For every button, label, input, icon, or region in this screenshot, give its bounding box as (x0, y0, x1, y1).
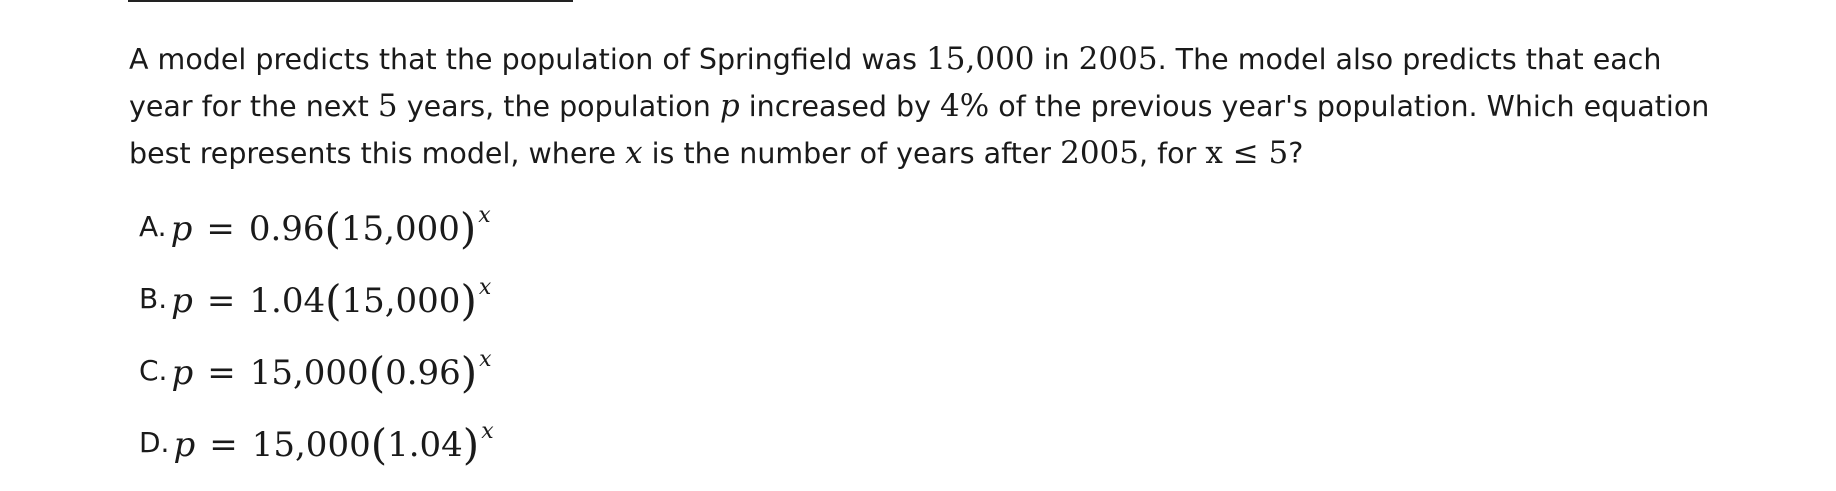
equation-coefficient: 1.04 (249, 280, 326, 321)
equation-base: 1.04 (387, 424, 463, 465)
question-segment: . The model also predicts that each year… (129, 43, 1662, 123)
equation-exponent: x (479, 346, 492, 372)
question-segment: is the number of years after (642, 137, 1061, 170)
equals-sign: = (206, 280, 236, 321)
right-paren: ) (460, 347, 478, 397)
equation-variable: p (171, 280, 193, 321)
question-segment: years, the population (397, 90, 720, 123)
choice-letter: B. (139, 281, 168, 315)
choice-equation: p = 0.96(15,000)x (171, 203, 491, 250)
equals-sign: = (207, 352, 236, 393)
question-segment: , for (1139, 137, 1206, 170)
equation-exponent: x (478, 202, 491, 228)
right-paren: ) (460, 275, 477, 325)
question-text: A model predicts that the population of … (129, 36, 1729, 177)
right-paren: ) (459, 203, 477, 253)
equals-sign: = (209, 424, 238, 465)
equation-variable: p (170, 208, 193, 249)
math-number: 5 (377, 88, 398, 124)
math-number: 2005 (1060, 135, 1139, 171)
choice-letter: C. (139, 353, 168, 387)
left-paren: ( (325, 275, 342, 325)
top-divider (128, 0, 573, 2)
equation-variable: p (173, 424, 196, 465)
math-inequality: x ≤ 5 (1205, 135, 1289, 171)
answer-choices: A. p = 0.96(15,000)x B. p = 1.04(15,000)x C.… (139, 190, 494, 478)
left-paren: ( (370, 419, 388, 469)
equation-coefficient: 15,000 (249, 352, 369, 393)
equation-exponent: x (478, 274, 492, 300)
question-segment: of the previous year's population. Which… (129, 90, 1710, 170)
equation-base: 0.96 (385, 352, 461, 393)
equation-base: 15,000 (341, 280, 461, 321)
choice-d[interactable]: D. p = 15,000(1.04)x (139, 406, 494, 478)
left-paren: ( (368, 347, 386, 397)
equals-sign: = (206, 208, 235, 249)
choice-b[interactable]: B. p = 1.04(15,000)x (139, 262, 494, 334)
equation-coefficient: 15,000 (251, 424, 371, 465)
math-number: 4% (940, 88, 990, 124)
choice-equation: p = 15,000(1.04)x (173, 419, 493, 466)
choice-letter: A. (139, 209, 167, 243)
right-paren: ) (462, 419, 480, 469)
math-variable: p (719, 88, 740, 124)
question-segment: increased by (739, 90, 941, 123)
question-segment: ? (1288, 137, 1304, 170)
question-segment: in (1034, 43, 1079, 76)
equation-exponent: x (481, 418, 494, 444)
choice-equation: p = 1.04(15,000)x (171, 275, 491, 322)
choice-letter: D. (139, 425, 170, 459)
math-number: 15,000 (926, 41, 1035, 77)
math-number: 2005 (1078, 41, 1158, 77)
equation-base: 15,000 (340, 208, 460, 249)
math-variable: x (625, 135, 643, 171)
question-segment: A model predicts that the population of … (129, 43, 927, 76)
choice-a[interactable]: A. p = 0.96(15,000)x (139, 190, 494, 262)
equation-variable: p (171, 352, 194, 393)
choice-c[interactable]: C. p = 15,000(0.96)x (139, 334, 494, 406)
choice-equation: p = 15,000(0.96)x (171, 347, 491, 394)
equation-coefficient: 0.96 (248, 208, 325, 249)
left-paren: ( (324, 203, 341, 253)
